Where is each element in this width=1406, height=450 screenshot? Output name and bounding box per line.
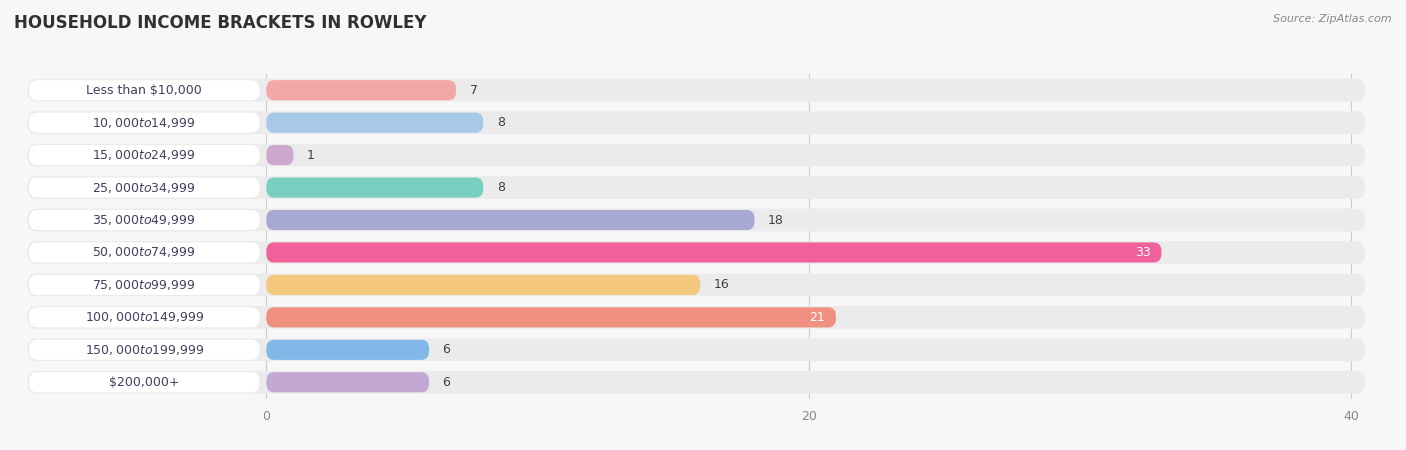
FancyBboxPatch shape (266, 340, 429, 360)
Text: 33: 33 (1135, 246, 1150, 259)
Text: 1: 1 (307, 148, 315, 162)
Text: Source: ZipAtlas.com: Source: ZipAtlas.com (1274, 14, 1392, 23)
Text: $200,000+: $200,000+ (110, 376, 180, 389)
Text: 21: 21 (810, 311, 825, 324)
Text: HOUSEHOLD INCOME BRACKETS IN ROWLEY: HOUSEHOLD INCOME BRACKETS IN ROWLEY (14, 14, 426, 32)
FancyBboxPatch shape (266, 372, 429, 392)
FancyBboxPatch shape (28, 274, 1365, 296)
Text: 16: 16 (714, 279, 730, 292)
Text: $150,000 to $199,999: $150,000 to $199,999 (84, 343, 204, 357)
FancyBboxPatch shape (266, 243, 1161, 262)
FancyBboxPatch shape (30, 275, 260, 295)
Text: $10,000 to $14,999: $10,000 to $14,999 (93, 116, 195, 130)
FancyBboxPatch shape (28, 209, 1365, 231)
FancyBboxPatch shape (266, 275, 700, 295)
Text: 6: 6 (443, 343, 450, 356)
FancyBboxPatch shape (30, 340, 260, 360)
FancyBboxPatch shape (30, 177, 260, 198)
FancyBboxPatch shape (266, 145, 294, 165)
FancyBboxPatch shape (266, 112, 484, 133)
FancyBboxPatch shape (28, 111, 1365, 134)
FancyBboxPatch shape (28, 176, 1365, 199)
FancyBboxPatch shape (266, 307, 837, 328)
FancyBboxPatch shape (28, 306, 1365, 329)
FancyBboxPatch shape (28, 79, 1365, 102)
FancyBboxPatch shape (266, 80, 456, 100)
Text: 8: 8 (496, 116, 505, 129)
FancyBboxPatch shape (28, 144, 1365, 166)
Text: 8: 8 (496, 181, 505, 194)
Text: 6: 6 (443, 376, 450, 389)
Text: 7: 7 (470, 84, 478, 97)
FancyBboxPatch shape (28, 241, 1365, 264)
Text: $35,000 to $49,999: $35,000 to $49,999 (93, 213, 195, 227)
FancyBboxPatch shape (266, 177, 484, 198)
Text: $50,000 to $74,999: $50,000 to $74,999 (93, 246, 195, 260)
Text: $100,000 to $149,999: $100,000 to $149,999 (84, 310, 204, 324)
FancyBboxPatch shape (30, 145, 260, 165)
FancyBboxPatch shape (266, 210, 755, 230)
Text: $25,000 to $34,999: $25,000 to $34,999 (93, 180, 195, 194)
Text: 18: 18 (768, 213, 785, 226)
Text: $75,000 to $99,999: $75,000 to $99,999 (93, 278, 195, 292)
FancyBboxPatch shape (30, 210, 260, 230)
Text: $15,000 to $24,999: $15,000 to $24,999 (93, 148, 195, 162)
FancyBboxPatch shape (30, 243, 260, 262)
FancyBboxPatch shape (30, 372, 260, 392)
Text: Less than $10,000: Less than $10,000 (86, 84, 202, 97)
FancyBboxPatch shape (30, 307, 260, 328)
FancyBboxPatch shape (28, 338, 1365, 361)
FancyBboxPatch shape (28, 371, 1365, 394)
FancyBboxPatch shape (30, 112, 260, 133)
FancyBboxPatch shape (30, 80, 260, 100)
